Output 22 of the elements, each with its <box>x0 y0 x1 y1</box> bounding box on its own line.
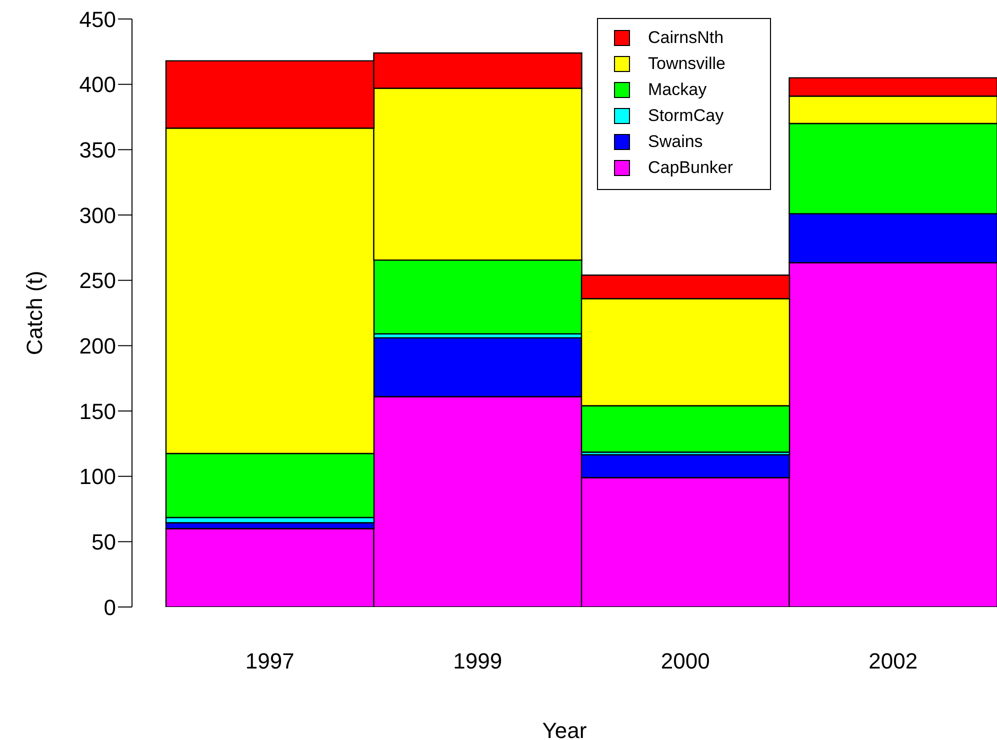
x-tick-label: 2000 <box>660 648 710 674</box>
y-tick-label: 0 <box>104 594 116 620</box>
x-tick-label: 2002 <box>868 648 918 674</box>
y-tick-label: 400 <box>79 72 116 98</box>
y-tick-label: 150 <box>79 398 116 424</box>
y-tick-label: 450 <box>79 6 116 32</box>
y-tick-label: 50 <box>92 529 116 554</box>
legend-label: StormCay <box>648 106 724 126</box>
x-tick-label: 1999 <box>453 648 502 674</box>
legend-label: Swains <box>648 132 703 152</box>
y-tick-label: 300 <box>79 202 116 228</box>
y-tick-label: 350 <box>79 137 116 162</box>
legend-label: Townsville <box>648 54 726 74</box>
x-tick-label: 1997 <box>245 648 294 674</box>
y-tick-label: 200 <box>79 333 116 358</box>
legend-label: CairnsNth <box>648 28 724 48</box>
legend-label: Mackay <box>648 80 707 100</box>
x-axis-title: Year <box>542 718 587 740</box>
legend-label: CapBunker <box>648 158 734 178</box>
y-tick-label: 250 <box>79 268 116 294</box>
y-axis-title: Catch (t) <box>22 270 47 356</box>
y-tick-label: 100 <box>79 464 116 490</box>
